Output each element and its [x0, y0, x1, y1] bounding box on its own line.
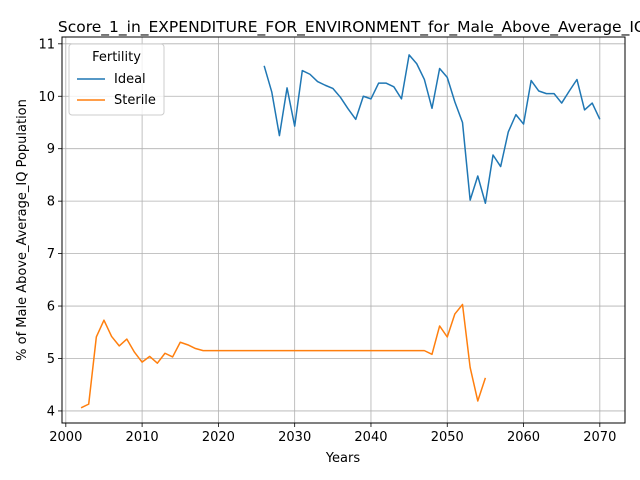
- series-group: [80, 54, 601, 409]
- x-axis-label: Years: [325, 451, 361, 466]
- y-tick-label: 4: [47, 404, 55, 419]
- x-tick-label: 2010: [126, 430, 159, 445]
- x-tick-label: 2020: [202, 430, 235, 445]
- x-axis: 2000 2010 2020 2030 2040 2050 2060 2070: [49, 423, 616, 445]
- y-tick-label: 7: [47, 247, 55, 262]
- series-line-sterile: [80, 303, 487, 409]
- y-tick-label: 10: [38, 90, 55, 105]
- y-tick-label: 9: [47, 142, 55, 157]
- legend-box: [68, 43, 165, 116]
- legend: Fertility Ideal Sterile: [68, 43, 165, 116]
- chart-title: Score_1_in_EXPENDITURE_FOR_ENVIRONMENT_f…: [58, 18, 640, 37]
- x-tick-label: 2000: [49, 430, 82, 445]
- x-tick-label: 2050: [431, 430, 464, 445]
- legend-label-sterile: Sterile: [114, 93, 156, 108]
- x-tick-label: 2040: [354, 430, 387, 445]
- grid: [62, 37, 625, 423]
- y-tick-label: 5: [47, 352, 55, 367]
- legend-title: Fertility: [92, 50, 141, 65]
- y-axis-label: % of Male Above_Average_IQ Population: [15, 99, 30, 361]
- y-tick-label: 6: [47, 300, 55, 315]
- y-tick-label: 11: [38, 37, 55, 52]
- x-tick-label: 2030: [278, 430, 311, 445]
- series-line-ideal: [263, 54, 601, 204]
- y-axis: 4 5 6 7 8 9 10 11: [38, 37, 62, 419]
- plot-frame: [61, 36, 626, 424]
- x-tick-label: 2070: [583, 430, 616, 445]
- y-tick-label: 8: [47, 195, 55, 210]
- x-tick-label: 2060: [507, 430, 540, 445]
- legend-label-ideal: Ideal: [114, 72, 146, 87]
